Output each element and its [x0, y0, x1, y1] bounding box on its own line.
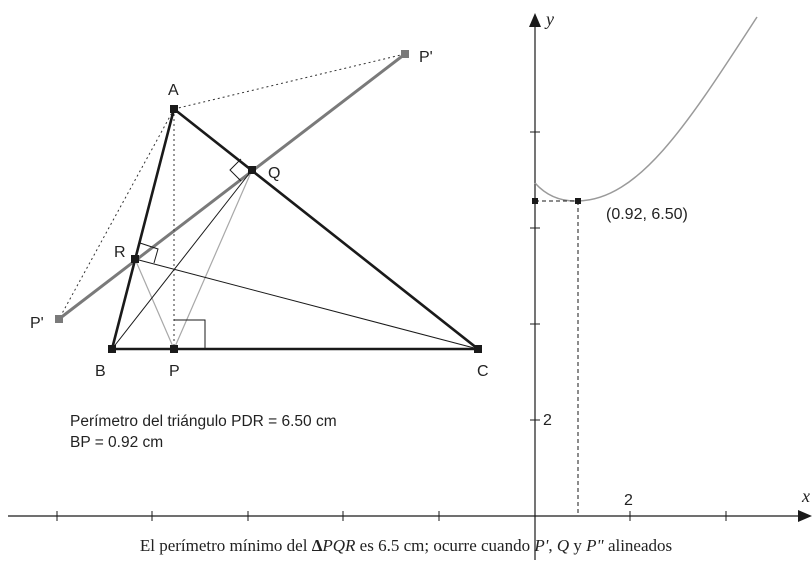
caption-delta: Δ	[311, 536, 323, 555]
point-p-prime-top-marker	[401, 50, 409, 58]
y-axis-minimum-marker	[532, 198, 538, 204]
right-angle-at-r	[139, 242, 159, 264]
x-axis-label: x	[801, 486, 810, 506]
bp-text: BP = 0.92 cm	[70, 434, 164, 451]
point-r-marker	[131, 255, 139, 263]
point-p-marker	[170, 345, 178, 353]
x-axis-ticks	[56, 511, 727, 521]
right-angle-at-p	[174, 319, 206, 349]
triangle-abc	[110, 106, 482, 351]
perimeter-curve	[534, 16, 758, 202]
point-c-marker	[474, 345, 482, 353]
caption-q: Q	[556, 536, 570, 555]
perimeter-text: Perímetro del triángulo PDR = 6.50 cm	[70, 413, 337, 430]
caption-middle: es 6.5 cm; ocurre cuando	[355, 536, 535, 555]
minimum-point-label: (0.92, 6.50)	[606, 206, 688, 223]
label-p-prime-top: P'	[419, 49, 433, 66]
caption-p-double-prime: P"	[586, 536, 604, 555]
y-tick-label-2: 2	[543, 412, 552, 429]
reflection-line	[58, 52, 406, 321]
caption-p-prime: P'	[534, 536, 549, 555]
point-q-marker	[248, 166, 256, 174]
caption: El perímetro mínimo del ΔPQR es 6.5 cm; …	[0, 536, 812, 556]
label-p-prime-bottom: P'	[30, 315, 44, 332]
y-axis-arrow	[529, 13, 541, 27]
label-q: Q	[268, 165, 280, 182]
minimum-point-marker	[575, 198, 581, 204]
caption-before: El perímetro mínimo del	[139, 536, 312, 555]
caption-and: y	[569, 536, 587, 555]
label-a: A	[168, 82, 179, 99]
label-p: P	[169, 363, 180, 380]
right-angle-at-q	[229, 158, 242, 182]
label-r: R	[114, 244, 126, 261]
label-c: C	[477, 363, 489, 380]
line-p-r-gray	[134, 258, 175, 350]
point-a-marker	[170, 105, 178, 113]
measurements-box: Perímetro del triángulo PDR = 6.50 cm BP…	[70, 411, 337, 453]
point-p-prime-bottom-marker	[55, 315, 63, 323]
dotted-a-p-prime-bottom	[58, 108, 175, 320]
line-p-q-gray	[173, 169, 253, 350]
caption-after: alineados	[603, 536, 673, 555]
line-b-q	[111, 169, 253, 350]
x-axis-arrow	[798, 510, 812, 522]
point-b-marker	[108, 345, 116, 353]
caption-triangle: PQR	[322, 536, 356, 555]
x-tick-label-2: 2	[624, 492, 633, 509]
line-r-c	[134, 258, 479, 350]
label-b: B	[95, 363, 106, 380]
y-axis-label: y	[544, 9, 554, 29]
caption-sep: ,	[548, 536, 557, 555]
y-axis-ticks	[530, 131, 540, 421]
